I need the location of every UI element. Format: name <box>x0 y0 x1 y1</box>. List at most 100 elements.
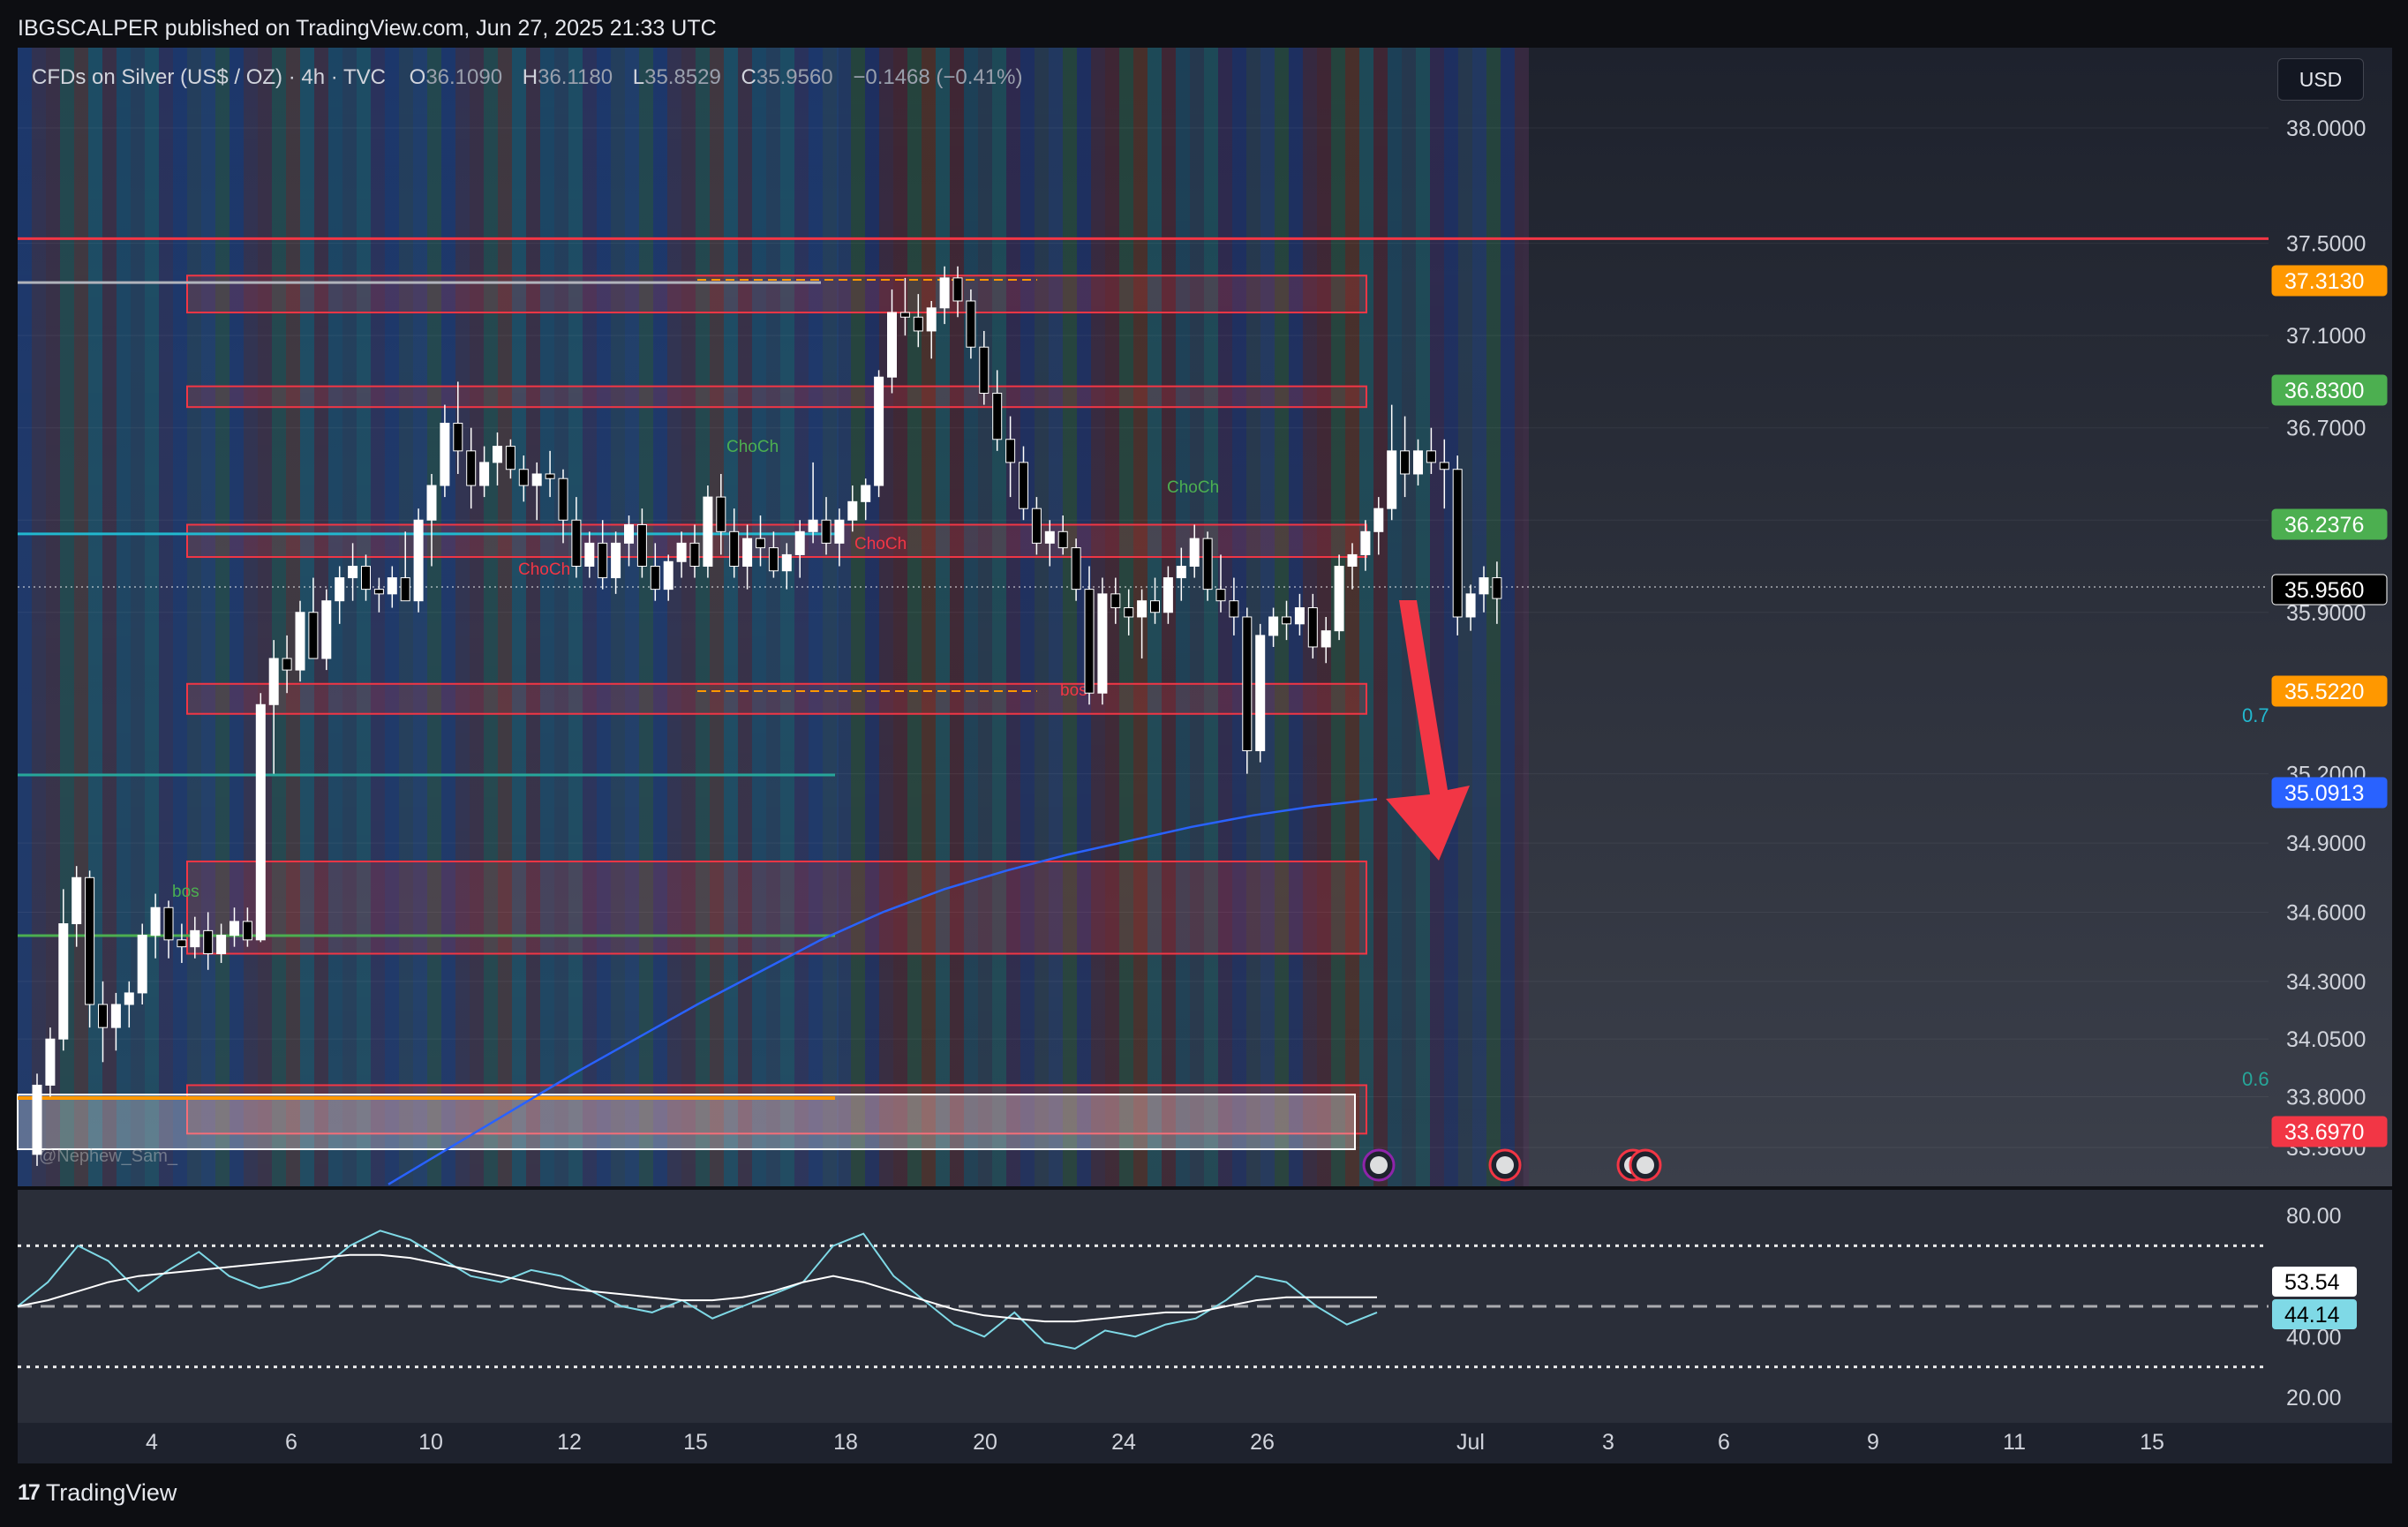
candle-down <box>1426 450 1436 463</box>
candle-down <box>1242 616 1253 752</box>
bg-highlight <box>18 48 839 1186</box>
candle-down <box>453 422 463 452</box>
high-value: 36.1180 <box>538 65 613 89</box>
candle-up <box>440 422 450 486</box>
open-label: O <box>409 65 426 89</box>
event-icon-core <box>1370 1156 1388 1174</box>
candle-up <box>1413 450 1423 475</box>
candle-up <box>1465 593 1476 618</box>
tradingview-logo-icon: 17 <box>18 1480 41 1505</box>
time-tick: 20 <box>973 1430 997 1455</box>
time-tick: 18 <box>833 1430 858 1455</box>
candle-up <box>479 462 490 486</box>
annotation-label: bos <box>1060 681 1087 700</box>
candle-down <box>163 906 174 941</box>
candle-down <box>1400 450 1411 475</box>
candle-up <box>1334 565 1344 632</box>
moving-average <box>388 798 1378 1185</box>
candle-up <box>781 553 792 572</box>
annotation-label: ChoCh <box>854 535 907 553</box>
price-tick: 34.0500 <box>2286 1027 2366 1052</box>
price-tick: 37.1000 <box>2286 324 2366 349</box>
candle-up <box>847 500 858 521</box>
rsi-pane-bg <box>18 1190 2392 1463</box>
zone-box <box>186 1084 1367 1135</box>
candle-up <box>413 519 424 602</box>
candle-down <box>373 589 384 595</box>
candle-up <box>834 519 845 544</box>
candle-down <box>1215 589 1226 602</box>
footer-brand[interactable]: 17 TradingView <box>18 1479 177 1507</box>
candle-up <box>387 577 397 595</box>
candle-up <box>1268 616 1279 636</box>
published-header: IBGSCALPER published on TradingView.com,… <box>18 16 717 41</box>
candle-down <box>203 929 214 954</box>
candle-down <box>98 1004 108 1028</box>
candle-down <box>177 939 187 948</box>
event-icons[interactable] <box>1362 1148 1662 1182</box>
candle-up <box>808 519 818 532</box>
close-label: C <box>741 65 756 89</box>
candle-down <box>242 921 252 941</box>
candle-up <box>124 992 134 1005</box>
candle-down <box>466 450 477 486</box>
candle-up <box>624 523 634 544</box>
open-value: 36.1090 <box>425 65 503 89</box>
time-axis[interactable]: 4 6 10 12 15 18 20 24 26 Jul 3 6 9 11 15 <box>146 1430 2164 1455</box>
price-tag-text: 37.3130 <box>2284 269 2364 294</box>
zone-box <box>186 860 1367 955</box>
price-tag <box>2271 777 2388 809</box>
candle-up <box>295 612 305 671</box>
candle-down <box>966 300 976 348</box>
time-tick: Jul <box>1456 1430 1485 1455</box>
candle-up <box>1097 593 1108 694</box>
candle-down <box>1084 589 1095 694</box>
symbol-title[interactable]: CFDs on Silver (US$ / OZ) · 4h · TVC <box>32 65 386 89</box>
price-tag <box>2271 675 2388 707</box>
bearish-arrow <box>1386 600 1470 861</box>
price-tick: 33.8000 <box>2286 1086 2366 1110</box>
time-tick: 12 <box>557 1430 582 1455</box>
candle-down <box>1005 439 1016 463</box>
zone-box <box>186 385 1367 409</box>
time-tick: 10 <box>418 1430 443 1455</box>
author-watermark: @Nephew_Sam_ <box>39 1147 178 1166</box>
candle-up <box>216 935 227 954</box>
candle-up <box>255 703 266 941</box>
candle-down <box>1282 616 1291 625</box>
fib-label: 0.6 <box>2242 1068 2269 1090</box>
candle-up <box>268 658 279 705</box>
time-tick: 9 <box>1867 1430 1879 1455</box>
time-tick: 6 <box>1718 1430 1730 1455</box>
rsi-tick: 20.00 <box>2286 1386 2342 1410</box>
candle-up <box>426 485 437 521</box>
candle-down <box>1031 508 1042 544</box>
zone-box <box>186 275 1367 314</box>
zone-box <box>186 682 1367 715</box>
price-tag-text: 35.5220 <box>2284 680 2364 704</box>
close-value: 35.9560 <box>756 65 833 89</box>
candle-up <box>1044 530 1055 544</box>
rsi-tag <box>2272 1299 2357 1329</box>
candle-down <box>636 523 647 567</box>
candle-down <box>400 577 410 602</box>
candle-up <box>1321 630 1331 648</box>
candle-down <box>899 312 910 318</box>
candle-up <box>703 496 713 567</box>
time-tick: 26 <box>1250 1430 1275 1455</box>
candle-up <box>348 565 358 579</box>
currency-button[interactable]: USD <box>2277 58 2364 101</box>
price-tag <box>2271 374 2388 406</box>
candle-down <box>1019 462 1028 509</box>
candle-down <box>571 519 582 567</box>
price-tick: 34.9000 <box>2286 831 2366 856</box>
structure-annotations: ChoCh ChoCh ChoCh ChoCh bos bos <box>172 438 1219 901</box>
price-tick: 38.0000 <box>2286 117 2366 141</box>
high-label: H <box>522 65 538 89</box>
fib-label: 0.7 <box>2242 704 2269 726</box>
price-tag-text: 35.0913 <box>2284 781 2364 806</box>
candle-up <box>794 530 805 555</box>
time-tick: 3 <box>1602 1430 1614 1455</box>
